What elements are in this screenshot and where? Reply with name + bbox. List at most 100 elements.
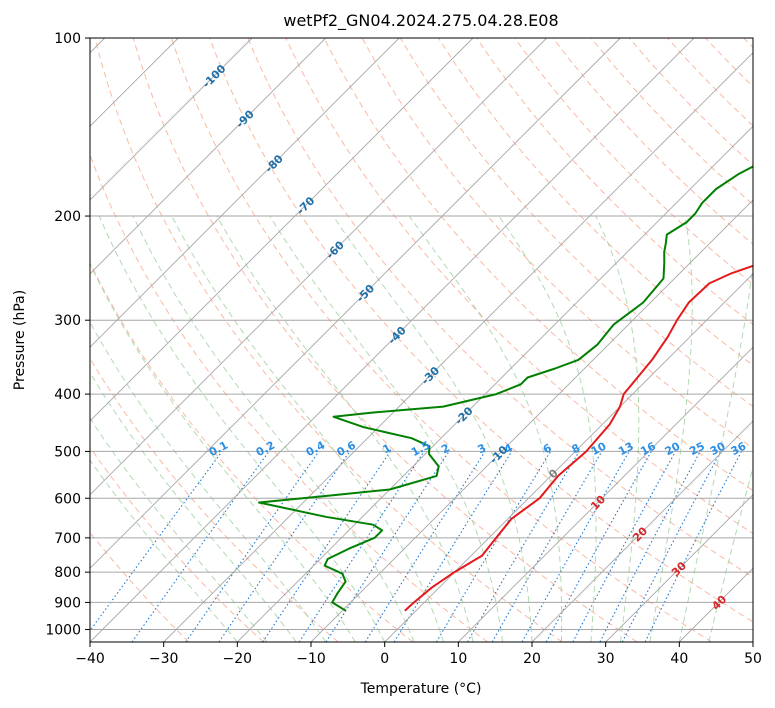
isotherm-line: [90, 38, 474, 422]
moist-adiabat-line: [649, 215, 693, 642]
grid-lines: [90, 38, 753, 642]
mixing-ratio-line: [298, 451, 425, 642]
y-tick-label: 500: [54, 444, 81, 460]
y-tick-label: 800: [54, 565, 81, 581]
dry-adiabat-line: [323, 38, 753, 492]
isotherm-line: [90, 38, 548, 496]
moist-adiabat-line: [98, 215, 386, 642]
mixing-ratio-line: [521, 451, 630, 642]
x-tick-label: 40: [670, 651, 688, 667]
mixing-ratio-line: [467, 451, 580, 642]
x-tick-label: 50: [744, 651, 762, 667]
mixing-ratio-line: [90, 451, 223, 632]
isotherm-line: [236, 125, 753, 642]
mixing-ratio-label: 20: [663, 439, 683, 458]
isotherm-line: [384, 273, 753, 642]
moist-adiabat-line: [408, 215, 563, 642]
x-tick-label: 0: [380, 651, 389, 667]
moist-adiabat-label: 0: [546, 466, 561, 481]
dewpoint-line: [258, 165, 753, 612]
y-tick-label: 100: [54, 31, 81, 47]
mixing-ratio-label: 3: [475, 441, 488, 456]
dry-adiabat-line: [90, 446, 264, 642]
mixing-ratio-label: 6: [541, 441, 554, 456]
isotherm-line: [457, 346, 753, 642]
mixing-ratio-line: [545, 451, 652, 642]
dry-adiabat-line: [743, 38, 753, 49]
isotherm-line: [90, 38, 327, 275]
mixing-ratio-label: 30: [708, 439, 728, 458]
moist-adiabat-line: [171, 215, 445, 642]
plot-frame: [89, 37, 754, 643]
mixing-ratio-label: 2: [439, 441, 452, 456]
moist-adiabat-line: [90, 321, 327, 642]
moist-adiabat-line: [90, 262, 356, 642]
isotherm-line: [90, 38, 253, 201]
background-lines: [90, 38, 753, 642]
x-tick-label: −30: [149, 651, 179, 667]
mixing-ratio-label: 1: [381, 441, 394, 456]
moist-adiabat-line: [132, 215, 415, 642]
mixing-ratio-line: [599, 451, 701, 642]
isotherm-label: -50: [354, 282, 377, 305]
x-tick-label: 20: [523, 651, 541, 667]
mixing-ratio-line: [325, 451, 450, 642]
moist-adiabat-line: [216, 215, 474, 642]
y-tick-label: 1000: [45, 622, 81, 638]
y-axis: 100 200 300 400 500 600 700 800 900 1000: [45, 31, 90, 638]
isotherm-line: [531, 420, 753, 642]
y-tick-label: 700: [54, 531, 81, 547]
x-axis-label: Temperature (°C): [360, 681, 482, 697]
mixing-ratio-label: 0.4: [304, 438, 328, 459]
y-tick-label: 200: [54, 209, 81, 225]
isotherm-label: -70: [294, 194, 317, 217]
mixing-ratio-line: [185, 451, 320, 642]
profile-lines: [258, 165, 753, 612]
mixing-ratio-line: [393, 451, 513, 642]
x-tick-label: −10: [296, 651, 326, 667]
moist-adiabat-line: [332, 215, 533, 642]
y-tick-label: 300: [54, 313, 81, 329]
dry-adiabat-line: [667, 38, 753, 127]
dry-adiabat-line: [90, 153, 488, 642]
moist-adiabat-line: [678, 261, 753, 642]
dry-adiabat-line: [285, 38, 753, 535]
mixing-ratio-label: 13: [616, 440, 636, 459]
moist-adiabat-line: [269, 215, 503, 642]
dry-adiabat-line: [132, 38, 638, 642]
isotherm-line: [678, 567, 753, 642]
dry-adiabat-line: [705, 38, 753, 88]
mixing-ratio-label: 0.1: [207, 439, 230, 460]
mixing-ratio-label: 16: [638, 439, 658, 458]
mixing-ratio-label: 1.5: [409, 439, 432, 460]
mixing-ratio-line: [262, 451, 391, 642]
isotherm-line: [605, 494, 753, 642]
dry-adiabat-line: [90, 261, 414, 642]
isotherm-line: [752, 641, 753, 642]
isotherm-label: -40: [386, 324, 409, 347]
isotherm-line: [90, 38, 400, 348]
y-tick-label: 900: [54, 595, 81, 611]
dry-adiabat-line: [90, 531, 190, 642]
moist-adiabat-line: [90, 371, 297, 642]
isotherm-label: -60: [324, 238, 347, 261]
moist-adiabat-line: [595, 215, 640, 642]
dry-adiabat-line: [590, 38, 753, 206]
mixing-ratio-label: 0.6: [335, 438, 359, 459]
dry-adiabat-line: [514, 38, 753, 285]
dry-adiabat-line: [247, 38, 753, 578]
dry-adiabat-line: [552, 38, 753, 245]
mixing-ratio-label: 0.2: [254, 439, 277, 460]
mixing-ratio-line: [644, 451, 742, 642]
dry-adiabat-line: [476, 38, 753, 326]
isotherm-label: -80: [263, 152, 286, 175]
moist-adiabat-label: 10: [588, 493, 608, 513]
x-axis: −40 −30 −20 −10 0 10 20 30 40 50: [75, 642, 762, 667]
moist-adiabat-label: 40: [709, 592, 729, 612]
mixing-ratio-line: [218, 451, 351, 642]
y-tick-label: 600: [54, 491, 81, 507]
isotherm-line: [90, 38, 621, 569]
mixing-ratio-label: 8: [569, 441, 582, 456]
isotherm-line: [163, 52, 753, 642]
